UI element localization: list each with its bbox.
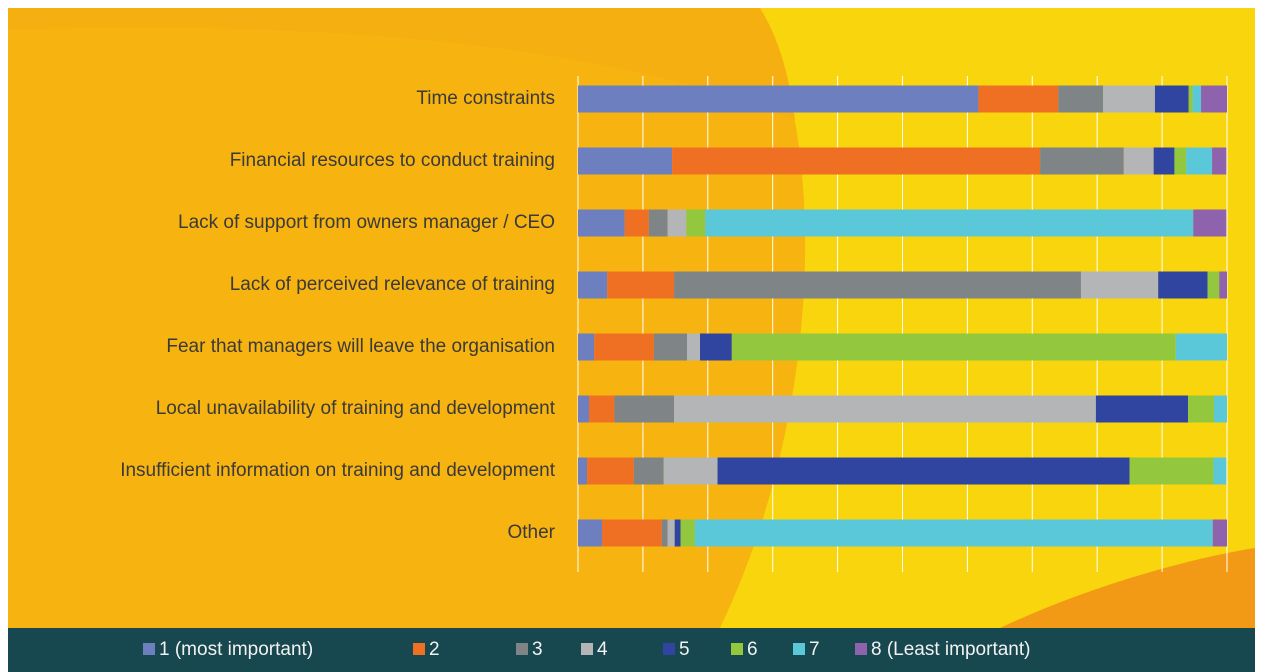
y-tick-label: Fear that managers will leave the organi…: [166, 336, 555, 357]
legend-label: 8 (Least important): [871, 639, 1030, 660]
bar-segment: [1212, 147, 1227, 175]
legend-swatch: [581, 643, 593, 655]
legend-label: 3: [532, 639, 543, 660]
bar-segment: [1188, 85, 1193, 113]
bar-segment: [1219, 271, 1227, 299]
bar-segment: [578, 519, 603, 547]
bar-segment: [1103, 85, 1155, 113]
bar-segment: [587, 457, 634, 485]
bar-segment: [578, 333, 595, 361]
legend-swatch: [793, 643, 805, 655]
bar-segment: [589, 395, 615, 423]
y-tick-label: Insufficient information on training and…: [120, 460, 556, 481]
bar-segment: [661, 519, 668, 547]
bar-segment: [648, 209, 668, 237]
bar-segment: [700, 333, 732, 361]
y-tick-label: Local unavailability of training and dev…: [156, 398, 556, 419]
legend-swatch: [663, 643, 675, 655]
bar-segment: [624, 209, 649, 237]
bar-segment: [594, 333, 654, 361]
bar-segment: [653, 333, 688, 361]
bar-segment: [667, 519, 675, 547]
bar-segment: [1175, 333, 1227, 361]
bar-segment: [1080, 271, 1159, 299]
bar-segment: [1201, 85, 1227, 113]
bar-segment: [686, 209, 706, 237]
legend-label: 1 (most important): [159, 639, 313, 660]
bar-segment: [1207, 271, 1220, 299]
y-tick-label: Other: [507, 522, 555, 543]
bar-segment: [667, 209, 687, 237]
legend-swatch: [731, 643, 743, 655]
bar-segment: [607, 271, 675, 299]
bar-segment: [1129, 457, 1214, 485]
y-tick-label: Time constraints: [416, 88, 555, 109]
y-tick-label: Financial resources to conduct training: [230, 150, 555, 171]
bar-segment: [1174, 147, 1187, 175]
bar-segment: [1153, 147, 1175, 175]
bar-segment: [680, 519, 695, 547]
bar-segment: [674, 271, 1081, 299]
legend-label: 7: [809, 639, 820, 660]
bar-segment: [1188, 395, 1215, 423]
bar-segment: [1213, 457, 1227, 485]
bar-segment: [578, 395, 590, 423]
bar-segment: [674, 395, 1096, 423]
y-tick-label: Lack of support from owners manager / CE…: [178, 212, 555, 233]
legend-swatch: [143, 643, 155, 655]
background-shape: [8, 8, 795, 120]
bar-segment: [578, 457, 588, 485]
legend-label: 4: [597, 639, 608, 660]
legend-label: 6: [747, 639, 758, 660]
bar-segment: [674, 519, 681, 547]
bar-segment: [731, 333, 1176, 361]
background-shape: [1000, 548, 1255, 628]
bar-segment: [1212, 519, 1227, 547]
legend-swatch: [855, 643, 867, 655]
bar-segment: [694, 519, 1213, 547]
bar-segment: [672, 147, 1041, 175]
legend-swatch: [516, 643, 528, 655]
bar-segment: [614, 395, 675, 423]
bar-segment: [578, 85, 979, 113]
legend-swatch: [413, 643, 425, 655]
bar-segment: [663, 457, 718, 485]
legend-label: 2: [429, 639, 440, 660]
bar-segment: [1186, 147, 1213, 175]
bar-segment: [578, 209, 625, 237]
bar-segment: [602, 519, 662, 547]
bar-segment: [1158, 271, 1208, 299]
y-tick-label: Lack of perceived relevance of training: [230, 274, 555, 295]
bar-segment: [633, 457, 664, 485]
bar-segment: [978, 85, 1059, 113]
bar-segment: [578, 271, 608, 299]
bar-segment: [1154, 85, 1189, 113]
bar-segment: [705, 209, 1194, 237]
legend-label: 5: [679, 639, 690, 660]
bar-segment: [1214, 395, 1227, 423]
bar-segment: [1192, 85, 1202, 113]
bar-segment: [1123, 147, 1154, 175]
bar-segment: [1193, 209, 1227, 237]
bar-segment: [1095, 395, 1189, 423]
bar-segment: [687, 333, 701, 361]
bar-segment: [1058, 85, 1104, 113]
bar-segment: [578, 147, 673, 175]
bar-segment: [717, 457, 1130, 485]
legend-band: [8, 628, 1255, 672]
bar-segment: [1040, 147, 1124, 175]
